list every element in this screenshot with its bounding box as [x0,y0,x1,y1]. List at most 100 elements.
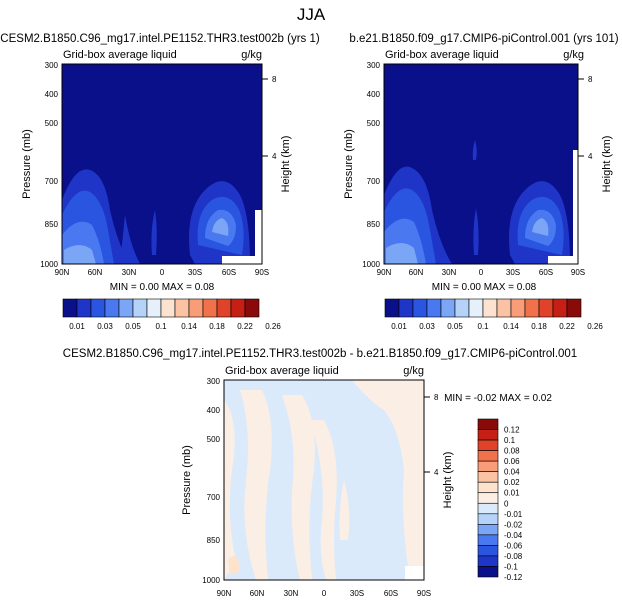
colorbar-swatch [477,429,499,441]
colorbar-label: 0.1 [155,322,167,331]
colorbar-swatch [90,298,106,318]
colorbar-swatch [244,298,260,318]
x-tick-label: 90S [571,268,585,277]
x-tick-label: 30S [188,268,202,277]
height-axis-title: Height (km) [442,452,454,509]
y-tick-label: 700 [207,493,221,502]
x-tick-label: 90N [55,268,70,277]
colorbar-swatch [384,298,400,318]
x-tick-label: 60S [222,268,236,277]
x-tick-label: 30N [284,589,299,598]
colorbar-difference: 0.120.1 0.080.06 0.040.02 0.010 -0.01-0.02 -0… [477,418,523,582]
colorbar-swatch [482,298,498,318]
y-tick-label: 300 [207,377,221,386]
colorbar-label: -0.1 [504,562,518,571]
colorbar-swatch [477,439,499,451]
colorbar-swatch [477,450,499,462]
height-axis-title: Height (km) [280,136,292,193]
colorbar-label: 0.14 [503,322,519,331]
colorbar-left: 0.01 0.03 0.05 0.1 0.14 0.18 0.22 0.26 [62,298,281,331]
colorbar-label: 0.1 [504,436,516,445]
colorbar-swatch [477,471,499,483]
colorbar-swatch [477,566,499,578]
colorbar-swatch [477,524,499,536]
x-tick-label: 0 [322,589,327,598]
x-tick-label: 90N [217,589,232,598]
y-tick-label: 850 [367,220,381,229]
y-tick-label: 400 [45,90,59,99]
y-tick-label: 300 [367,61,381,70]
min-max-readout: MIN = 0.00 MAX = 0.08 [110,282,215,293]
plot-frame [223,379,425,581]
panel-units-label: g/kg [563,49,584,61]
y-tick-label: 1000 [40,260,58,269]
y-tick-label: 850 [45,220,59,229]
colorbar-swatch [160,298,176,318]
y-tick-label: 1000 [202,576,220,585]
y-tick-label: 700 [367,177,381,186]
x-tick-label: 30S [350,589,364,598]
min-max-readout: MIN = 0.00 MAX = 0.08 [432,282,537,293]
x-tick-label: 0 [160,268,165,277]
min-max-readout: MIN = -0.02 MAX = 0.02 [444,393,552,404]
colorbar-label: 0.18 [209,322,225,331]
y-tick-label: 500 [45,119,59,128]
y-axis-right: 8 4 Height (km) [262,75,292,192]
y-axis-right: 8 4 Height (km) [424,393,454,508]
colorbar-label: 0.01 [69,322,85,331]
colorbar-label: -0.02 [504,520,523,529]
colorbar-label: 0 [504,499,509,508]
y-tick-label: 300 [45,61,59,70]
colorbar-label: -0.01 [504,510,523,519]
colorbar-label: -0.06 [504,541,523,550]
panel-field-label: Grid-box average liquid [63,49,177,61]
colorbar-swatch [412,298,428,318]
contour-field [224,380,424,580]
y-axis-title: Pressure (mb) [21,129,33,199]
x-tick-label: 30S [506,268,520,277]
colorbar-swatch [146,298,162,318]
colorbar-swatch [174,298,190,318]
x-tick-label: 60N [409,268,424,277]
y-tick-label: 850 [207,536,221,545]
colorbar-swatch [477,502,499,515]
x-tick-label: 90S [255,268,269,277]
y-axis-left: 300 400 500 700 850 1000 Pressure (mb) [343,61,381,269]
colorbar-swatch [426,298,442,318]
colorbar-label: 0.1 [477,322,489,331]
plot-frame [383,63,579,265]
y-axis-left: 300 400 500 700 850 1000 Pressure (mb) [21,61,59,269]
colorbar-label: 0.26 [265,322,281,331]
height-tick-label: 8 [272,75,277,84]
colorbar-label: 0.01 [391,322,407,331]
height-tick-label: 4 [434,468,439,477]
panel-difference: CESM2.B1850.C96_mg17.intel.PE1152.THR3.t… [63,348,577,598]
x-tick-label: 30N [442,268,457,277]
colorbar-swatch [477,481,499,494]
colorbar-label: 0.22 [559,322,575,331]
panel-control-run: b.e21.B1850.f09_g17.CMIP6-piControl.001 … [343,33,619,293]
panel-field-label: Grid-box average liquid [225,365,339,377]
colorbar-swatch [477,492,499,504]
x-tick-label: 0 [479,268,484,277]
colorbar-swatch [477,545,499,557]
panel-run-title: b.e21.B1850.f09_g17.CMIP6-piControl.001 … [349,33,618,45]
y-tick-label: 700 [45,177,59,186]
colorbar-label: 0.05 [125,322,141,331]
panel-units-label: g/kg [241,49,262,61]
colorbar-swatch [118,298,134,318]
colorbar-label: -0.12 [504,573,523,582]
panel-run-title: CESM2.B1850.C96_mg17.intel.PE1152.THR3.t… [0,33,320,45]
colorbar-swatch [440,298,456,318]
colorbar-swatch [477,555,499,567]
y-axis-right: 8 4 Height (km) [578,75,613,192]
colorbar-swatch [477,534,499,546]
colorbar-label: 0.03 [97,322,113,331]
colorbar-label: 0.05 [447,322,463,331]
panel-run-title: CESM2.B1850.C96_mg17.intel.PE1152.THR3.t… [63,348,577,360]
x-axis: 90N 60N 30N 0 30S 60S 90S [55,268,269,277]
contour-field [62,64,262,264]
colorbar-label: 0.06 [504,457,520,466]
colorbar-label: 0.22 [237,322,253,331]
y-tick-label: 400 [207,406,221,415]
